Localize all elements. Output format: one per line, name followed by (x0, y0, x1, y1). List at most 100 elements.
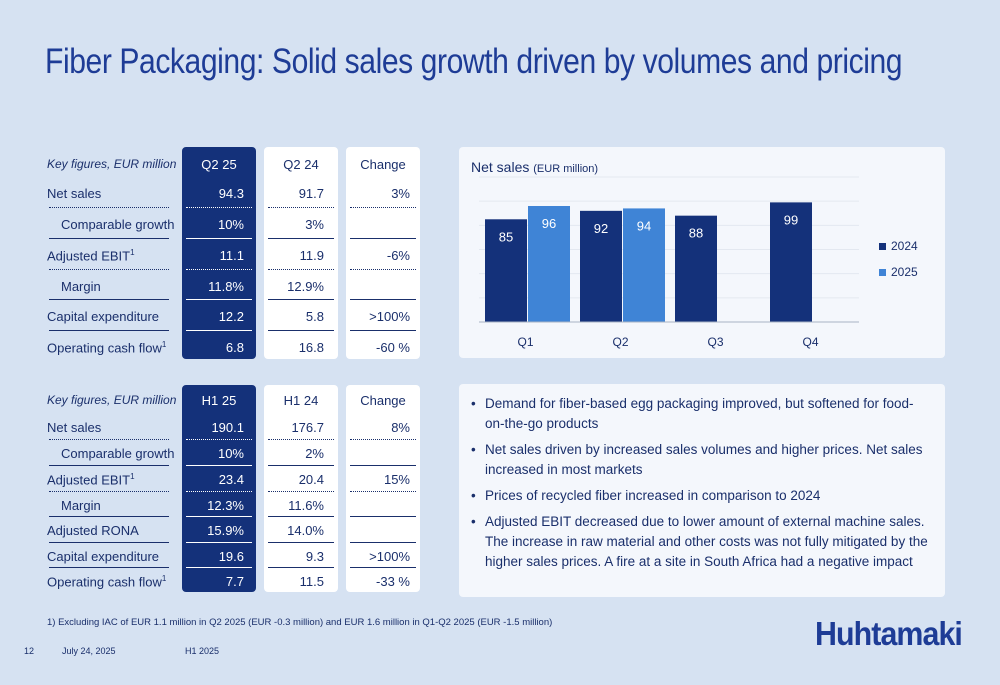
row-separator (268, 207, 334, 208)
data-label: 85 (499, 229, 513, 244)
current-column-bg (182, 147, 256, 359)
footnote: 1) Excluding IAC of EUR 1.1 million in Q… (47, 617, 553, 628)
commentary-card: Demand for fiber-based egg packaging imp… (459, 384, 945, 597)
row-separator (186, 465, 252, 466)
row-separator (350, 439, 416, 440)
row-separator (186, 269, 252, 270)
row-separator (49, 542, 169, 543)
chart-title-text: Net sales (471, 159, 530, 175)
chart-legend: 2024 2025 (879, 239, 918, 291)
previous-value: 91.7 (298, 186, 324, 201)
change-column-bg (346, 147, 420, 359)
row-label-text: Adjusted EBIT (47, 248, 131, 264)
row-separator (268, 542, 334, 543)
footnote-marker: 1 (130, 472, 135, 481)
current-value: 190.1 (211, 420, 244, 435)
row-separator (268, 238, 334, 239)
previous-value: 20.4 (298, 472, 324, 487)
change-column-bg (346, 385, 420, 592)
row-label: Adjusted EBIT1 (47, 472, 135, 487)
row-label: Adjusted EBIT1 (47, 248, 135, 263)
current-value: 10% (217, 217, 244, 232)
row-separator (49, 330, 169, 331)
legend-swatch-2024 (879, 242, 886, 250)
row-separator (49, 567, 169, 568)
page-title: Fiber Packaging: Solid sales growth driv… (45, 42, 903, 81)
previous-value: 5.8 (305, 309, 324, 324)
current-value: 11.8% (208, 279, 244, 294)
bar-2025-Q2 (623, 208, 665, 322)
previous-value: 16.8 (298, 340, 324, 355)
previous-value: 14.0% (287, 523, 324, 538)
row-separator (49, 465, 169, 466)
row-separator (186, 439, 252, 440)
change-value: -6% (386, 248, 410, 263)
row-label: Operating cash flow1 (47, 340, 166, 355)
net-sales-bar-chart: 85 96 Q1 92 94 Q2 88 Q3 99 Q4 (479, 176, 859, 349)
commentary-bullet: Prices of recycled fiber increased in co… (469, 486, 931, 506)
row-separator (350, 269, 416, 270)
header-change: Change (360, 393, 406, 408)
current-value: 6.8 (225, 340, 244, 355)
row-label-text: Operating cash flow (47, 574, 162, 590)
legend-item-2024: 2024 (879, 239, 918, 253)
row-separator (49, 207, 169, 208)
chart-title-unit: (EUR million) (533, 163, 599, 175)
legend-swatch-2025 (879, 268, 886, 276)
row-separator (350, 299, 416, 300)
change-value: >100% (369, 549, 410, 564)
x-tick-label: Q3 (707, 335, 723, 349)
row-separator (350, 207, 416, 208)
row-label-text: Margin (61, 279, 101, 294)
current-column-bg (182, 385, 256, 592)
row-separator (350, 542, 416, 543)
row-separator (186, 299, 252, 300)
row-label-text: Comparable growth (61, 217, 175, 232)
commentary-bullet: Net sales driven by increased sales volu… (469, 440, 931, 480)
x-tick-label: Q4 (802, 335, 818, 349)
legend-label-2024: 2024 (891, 239, 918, 253)
legend-item-2025: 2025 (879, 265, 918, 279)
row-label-text: Margin (61, 498, 101, 513)
row-label-text: Net sales (47, 420, 102, 435)
row-separator (186, 330, 252, 331)
row-separator (49, 439, 169, 440)
data-label: 99 (784, 212, 798, 227)
row-separator (350, 465, 416, 466)
row-label-text: Capital expenditure (47, 549, 160, 564)
header-label: Key figures, EUR million (47, 157, 177, 171)
row-label: Adjusted RONA (47, 523, 139, 538)
row-label-text: Net sales (47, 186, 102, 201)
row-separator (350, 516, 416, 517)
current-value: 12.3% (207, 498, 244, 513)
header-previous: Q2 24 (283, 157, 319, 172)
row-label: Comparable growth (61, 217, 174, 232)
row-separator (186, 238, 252, 239)
current-value: 15.9% (207, 523, 244, 538)
row-separator (268, 439, 334, 440)
bar-2024-Q3 (675, 215, 717, 322)
row-label-text: Adjusted RONA (47, 523, 139, 538)
row-separator (49, 269, 169, 270)
row-separator (186, 542, 252, 543)
x-tick-label: Q2 (612, 335, 628, 349)
legend-label-2025: 2025 (891, 265, 918, 279)
huhtamaki-logo: Huhtamaki (815, 615, 963, 652)
previous-value: 11.9 (299, 248, 324, 263)
current-value: 11.1 (219, 248, 244, 263)
x-tick-label: Q1 (517, 335, 533, 349)
header-current: H1 25 (201, 393, 237, 408)
quarter-key-figures-table: Key figures, EUR million Q2 25 Q2 24 Change… (45, 147, 420, 359)
current-value: 23.4 (218, 472, 244, 487)
footnote-marker: 1 (130, 248, 135, 257)
previous-value: 3% (305, 217, 324, 232)
row-separator (268, 465, 334, 466)
row-label: Net sales (47, 420, 101, 435)
row-separator (268, 567, 334, 568)
commentary-list: Demand for fiber-based egg packaging imp… (469, 394, 931, 572)
footer-period: H1 2025 (185, 646, 220, 656)
row-label-text: Comparable growth (61, 446, 175, 461)
previous-column-bg (264, 385, 338, 592)
data-label: 96 (542, 216, 556, 231)
row-separator (268, 330, 334, 331)
